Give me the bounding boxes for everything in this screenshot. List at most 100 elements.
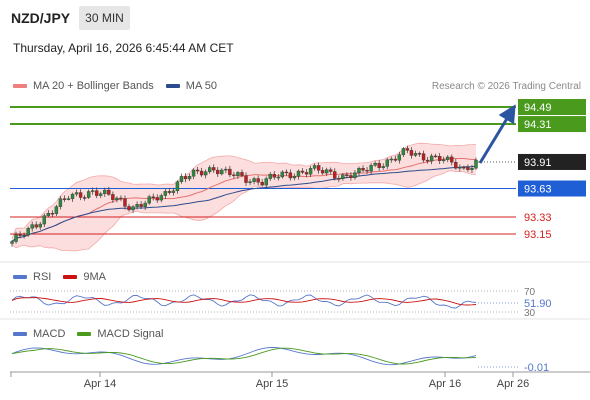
candle-body	[115, 197, 119, 200]
candle	[74, 189, 79, 197]
candle-body	[163, 191, 168, 196]
candle-body	[470, 167, 474, 170]
candle-body	[308, 168, 313, 175]
macd-value: -0.01	[524, 362, 549, 374]
macd-swatch	[13, 332, 27, 336]
candle	[409, 147, 414, 159]
candle-body	[345, 174, 349, 176]
last-level-tag: 93.91	[518, 153, 586, 170]
candle	[224, 166, 228, 174]
pivot-level-tag: 93.63	[518, 180, 586, 197]
candle-body	[195, 169, 200, 172]
candle	[159, 193, 163, 203]
candle-body	[199, 170, 204, 176]
level-tag-text: 93.91	[524, 157, 552, 169]
level-tag-text: 94.49	[524, 102, 552, 114]
macd-panel: -0.01	[11, 347, 549, 374]
candle-body	[212, 167, 216, 171]
candle-body	[442, 159, 446, 162]
candle-body	[264, 178, 268, 186]
candle-body	[54, 206, 59, 214]
candle	[240, 169, 244, 178]
candle-body	[66, 198, 71, 200]
candle	[70, 192, 75, 202]
level-tag-bg	[518, 99, 586, 115]
candle	[191, 168, 196, 180]
candle-body	[437, 156, 442, 162]
candle-body	[14, 234, 18, 242]
candle	[123, 195, 127, 210]
candle	[171, 187, 176, 196]
candle	[163, 188, 168, 199]
candle	[127, 203, 131, 212]
candle	[357, 166, 361, 177]
candle-body	[268, 174, 272, 179]
candle-body	[450, 156, 454, 163]
candle-body	[99, 193, 103, 196]
candle	[272, 171, 276, 180]
candle-body	[22, 234, 26, 237]
candle	[446, 155, 450, 163]
candle-body	[155, 197, 159, 201]
level-tag-text: 93.15	[524, 229, 552, 241]
candle	[442, 156, 446, 164]
candle-body	[111, 194, 115, 200]
candle-body	[284, 171, 289, 174]
rsi-value: 51.90	[524, 298, 552, 310]
bollinger-swatch	[13, 84, 27, 88]
candle	[232, 172, 236, 179]
chart-header: NZD/JPY 30 MIN Thursday, April 16, 2026 …	[0, 0, 590, 70]
candle-body	[458, 166, 462, 169]
candle-body	[70, 193, 75, 199]
x-axis: Apr 14 Apr 15 Apr 16 Apr 26	[10, 372, 529, 390]
candle-body	[95, 190, 99, 196]
level-tags: 94.49 94.31 93.91 93.63 93.33 93.15	[518, 99, 586, 241]
candle	[30, 221, 34, 232]
candle	[300, 168, 305, 175]
candle	[103, 187, 107, 197]
timeframe-button[interactable]: 30 MIN	[79, 6, 130, 30]
macd-line	[11, 347, 477, 366]
candle	[329, 167, 333, 175]
target-level-tag: 94.31	[518, 116, 586, 133]
projection-arrow	[478, 104, 516, 164]
candle	[167, 188, 172, 195]
candle-body	[369, 165, 373, 172]
candle	[268, 172, 272, 182]
level-tag-bg	[518, 116, 586, 133]
candle-body	[252, 178, 256, 182]
candle	[264, 176, 268, 189]
candle-body	[256, 178, 260, 183]
candle	[377, 160, 381, 171]
support-level-tag: 93.33	[524, 212, 552, 224]
candle	[470, 164, 474, 173]
candle-body	[454, 161, 458, 169]
candle	[135, 201, 139, 210]
candle-body	[405, 148, 410, 151]
candle	[42, 213, 46, 228]
candle-body	[50, 213, 55, 215]
candle-body	[171, 190, 176, 193]
candle-body	[260, 182, 264, 186]
candle	[365, 166, 369, 174]
candle-body	[159, 195, 163, 201]
candle	[462, 165, 466, 170]
candle	[208, 165, 212, 174]
legend-ma50-label: MA 50	[185, 80, 217, 92]
candle-body	[381, 166, 385, 168]
candle-body	[42, 215, 46, 225]
candle-body	[353, 172, 357, 178]
candle-body	[409, 150, 414, 156]
rsi-swatch	[13, 275, 27, 279]
level-tag-text: 94.31	[524, 119, 552, 131]
candle-body	[131, 206, 135, 211]
candle	[115, 196, 119, 203]
candle	[292, 173, 297, 181]
credit-text: Research © 2026 Trading Central	[431, 81, 581, 92]
candle	[320, 167, 325, 175]
candle	[296, 169, 301, 180]
candle	[58, 196, 63, 210]
candle	[325, 167, 329, 177]
candle-body	[365, 170, 369, 172]
